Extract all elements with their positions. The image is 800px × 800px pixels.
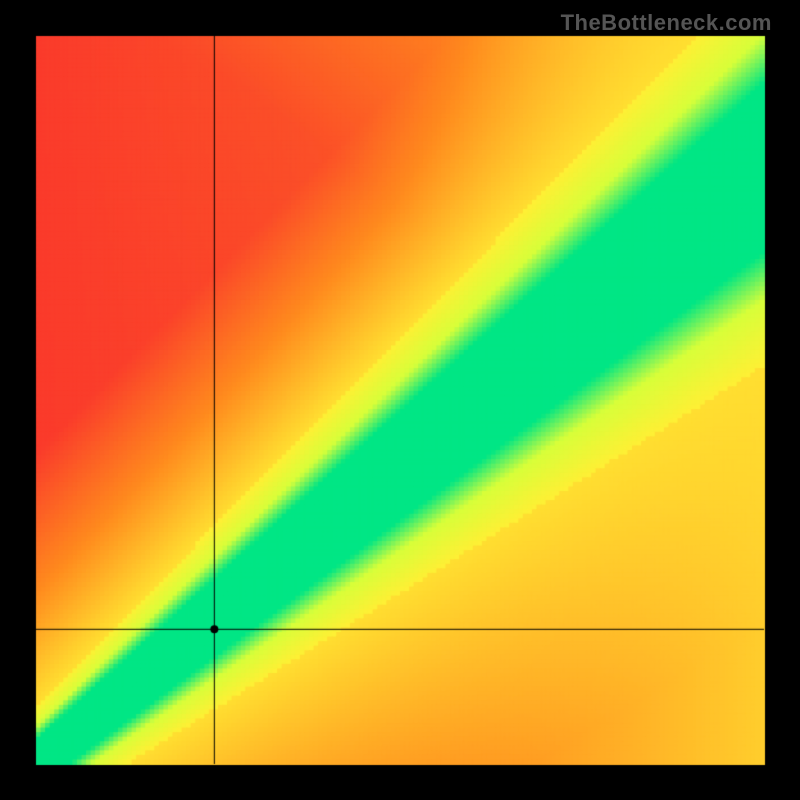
watermark-text: TheBottleneck.com <box>561 10 772 36</box>
chart-container: { "watermark": { "text": "TheBottleneck.… <box>0 0 800 800</box>
bottleneck-heatmap <box>0 0 800 800</box>
